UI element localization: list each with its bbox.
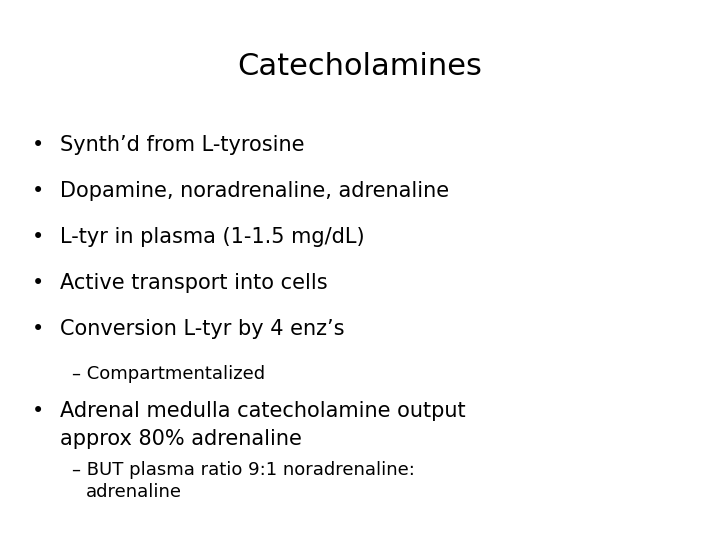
Text: Adrenal medulla catecholamine output: Adrenal medulla catecholamine output	[60, 401, 466, 421]
Text: L-tyr in plasma (1-1.5 mg/dL): L-tyr in plasma (1-1.5 mg/dL)	[60, 227, 364, 247]
Text: •: •	[32, 181, 44, 201]
Text: •: •	[32, 273, 44, 293]
Text: •: •	[32, 401, 44, 421]
Text: •: •	[32, 227, 44, 247]
Text: adrenaline: adrenaline	[86, 483, 182, 501]
Text: Active transport into cells: Active transport into cells	[60, 273, 328, 293]
Text: – Compartmentalized: – Compartmentalized	[72, 365, 265, 383]
Text: Conversion L-tyr by 4 enz’s: Conversion L-tyr by 4 enz’s	[60, 319, 344, 339]
Text: Synth’d from L-tyrosine: Synth’d from L-tyrosine	[60, 135, 305, 155]
Text: – BUT plasma ratio 9:1 noradrenaline:: – BUT plasma ratio 9:1 noradrenaline:	[72, 461, 415, 479]
Text: Dopamine, noradrenaline, adrenaline: Dopamine, noradrenaline, adrenaline	[60, 181, 449, 201]
Text: •: •	[32, 135, 44, 155]
Text: Catecholamines: Catecholamines	[238, 52, 482, 81]
Text: approx 80% adrenaline: approx 80% adrenaline	[60, 429, 302, 449]
Text: •: •	[32, 319, 44, 339]
